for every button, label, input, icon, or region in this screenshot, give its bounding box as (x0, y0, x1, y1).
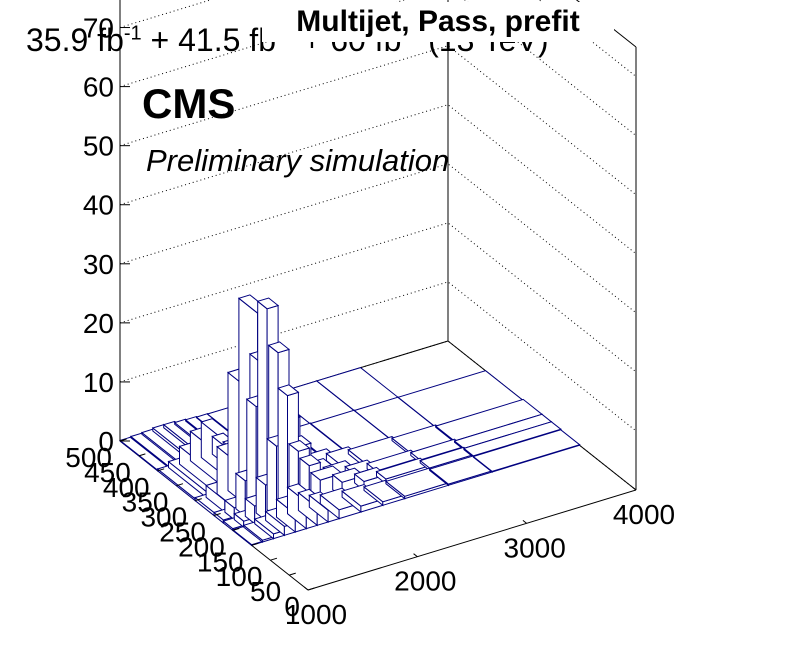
z-gridline-3 (119, 163, 637, 314)
y-tick-label-8: 400 (103, 472, 150, 503)
bar-top-face (298, 454, 322, 467)
bar-11-1 (384, 467, 450, 500)
lumi-exponent-1: -1 (123, 22, 142, 45)
z-tick-label-3: 30 (83, 249, 114, 280)
y-tick-label-7: 350 (122, 487, 169, 518)
x-tick-label-2: 3000 (504, 532, 566, 563)
bar-layer (118, 294, 581, 547)
y-tick-mark-5 (213, 513, 221, 516)
bar-top-face (277, 384, 300, 397)
bar-1-1 (242, 521, 275, 544)
y-tick-mark-3 (251, 542, 259, 546)
y-tick-mark-7 (176, 483, 184, 487)
y-tick-mark-2 (270, 557, 278, 561)
bar-top-face (384, 467, 450, 497)
x-tick-mark-0 (303, 586, 309, 591)
y-tick-label-3: 150 (197, 546, 244, 577)
y-tick-label-6: 300 (140, 502, 187, 533)
y-tick-label-2: 100 (216, 561, 263, 592)
y-tick-mark-9 (138, 453, 146, 457)
y-tick-mark-4 (232, 527, 240, 531)
x-tick-label-0: 1000 (285, 599, 347, 630)
x-tick-label-3: 4000 (613, 499, 675, 530)
bar-10-1 (362, 479, 406, 507)
bar-top-face (419, 446, 475, 469)
y-tick-label-5: 250 (159, 517, 206, 548)
bar-top-face (287, 439, 311, 452)
z-tick-label-5: 50 (83, 131, 114, 162)
lumi-part-2: + 41.5 fb (141, 22, 276, 58)
y-tick-label-1: 50 (250, 576, 281, 607)
lumi-part-1: 35.9 fb (26, 22, 124, 58)
bar-12-1 (428, 455, 494, 487)
z-tick-label-2: 20 (83, 308, 114, 339)
y-tick-mark-0 (307, 587, 315, 591)
z-tick-label-1: 10 (83, 367, 114, 398)
y-tick-label-0: 0 (284, 591, 300, 622)
bar-13-1 (472, 429, 581, 474)
chart-title: Multijet, Pass, prefit (262, 2, 614, 42)
y-tick-label-9: 450 (84, 457, 131, 488)
z-tick-label-0: 0 (98, 426, 114, 457)
axis-layer: 0102030405060701000200030004000050100150… (65, 0, 675, 630)
bar-top-face (409, 438, 465, 461)
y-tick-mark-10 (119, 438, 127, 442)
y-tick-mark-8 (157, 468, 165, 472)
z-tick-label-7: 70 (83, 13, 114, 44)
bar-9-1 (341, 483, 384, 514)
bar-side-face (277, 387, 288, 515)
bar-side-face (266, 437, 277, 519)
bar-top-face (462, 421, 562, 457)
x-tick-label-1: 2000 (394, 566, 456, 597)
x-tick-mark-2 (522, 519, 527, 524)
x-tick-mark-1 (413, 553, 418, 558)
y-tick-mark-6 (195, 498, 202, 502)
z-tick-label-6: 60 (83, 72, 114, 103)
bar-top-face (366, 449, 422, 472)
bar-top-face (375, 457, 431, 480)
frame-edge-8 (307, 489, 637, 591)
z-gridline-2 (119, 222, 637, 373)
experiment-label: CMS (142, 80, 236, 127)
bar-top-face (472, 429, 581, 472)
bar-top-face (362, 479, 406, 503)
x-tick-mark-3 (631, 486, 637, 491)
y-tick-label-10: 500 (65, 442, 112, 473)
bar-top-face (341, 483, 384, 507)
y-tick-label-4: 200 (178, 531, 225, 562)
z-tick-label-4: 40 (83, 190, 114, 221)
y-tick-mark-1 (289, 572, 296, 576)
status-label: Preliminary simulation (146, 143, 450, 178)
bar-top-face (256, 297, 280, 310)
bar-top-face (267, 341, 291, 354)
